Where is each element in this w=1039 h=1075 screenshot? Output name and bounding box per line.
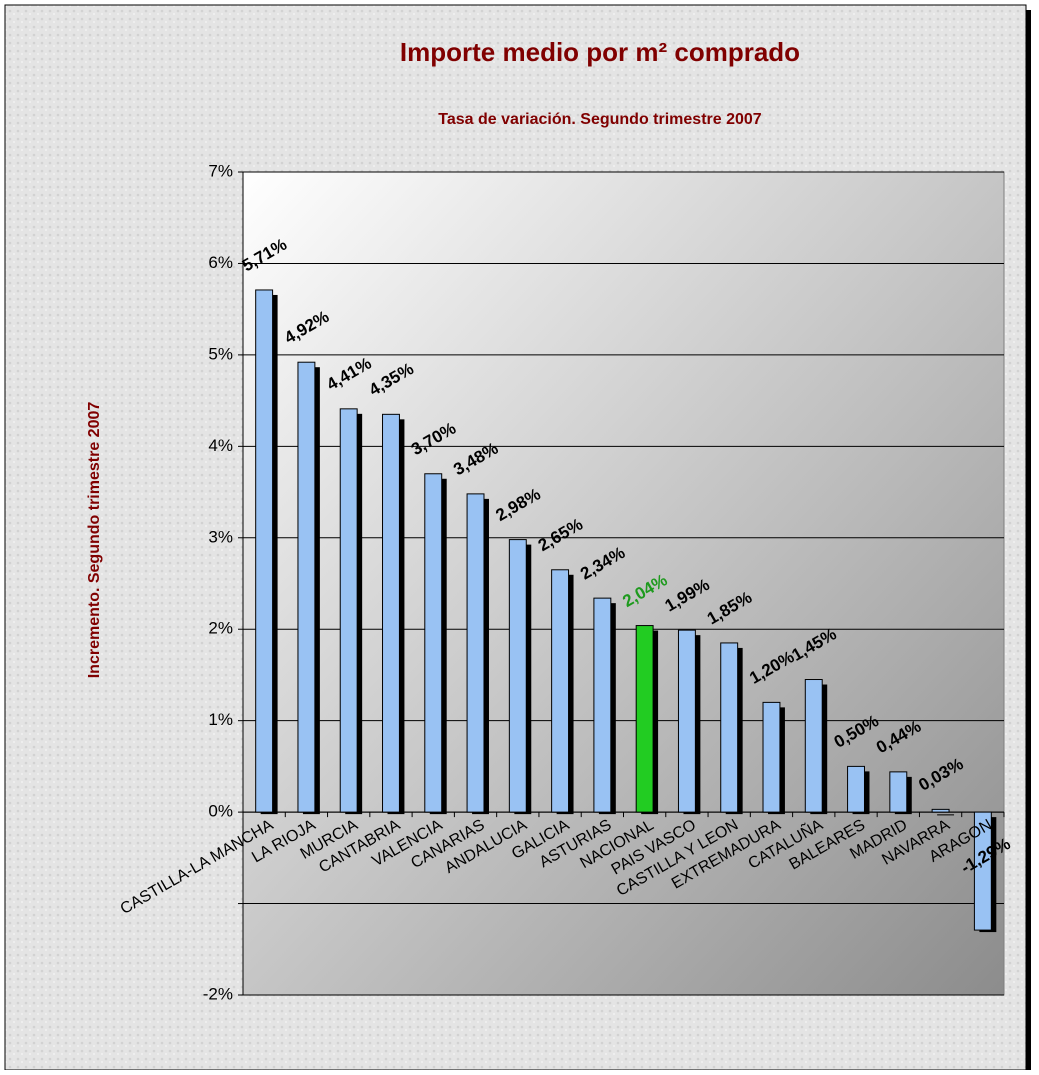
bar [297, 361, 316, 813]
bar [635, 625, 654, 813]
bar [973, 811, 992, 931]
y-axis-label: Incremento. Segundo trimestre 2007 [86, 402, 103, 679]
bar [382, 413, 400, 813]
bar-shadow [937, 814, 955, 816]
y-tick-label: 7% [208, 161, 233, 180]
bar [889, 771, 908, 813]
bar [508, 539, 527, 813]
bar [593, 597, 612, 813]
bar [804, 679, 823, 813]
bar [931, 808, 950, 813]
y-tick-label: 3% [208, 527, 233, 546]
chart-title: Importe medio por m² comprado [400, 37, 800, 67]
y-tick-label: 6% [208, 253, 233, 272]
bar [677, 629, 696, 813]
bar [255, 289, 274, 813]
y-tick-label: -2% [203, 984, 233, 1003]
y-tick-label: 1% [208, 710, 233, 729]
y-tick-label: 0% [208, 802, 233, 821]
frame-shadow [1026, 10, 1031, 1070]
bar [424, 473, 443, 813]
bar [720, 642, 739, 813]
plot-area [242, 171, 1005, 996]
bar [339, 408, 358, 813]
chart-subtitle: Tasa de variación. Segundo trimestre 200… [438, 111, 761, 128]
bar [551, 569, 570, 813]
bar [762, 701, 781, 813]
y-tick-label: 4% [208, 436, 233, 455]
y-tick-label: 5% [208, 344, 233, 363]
bar [847, 765, 865, 813]
y-tick-label: 2% [208, 619, 233, 638]
bar [466, 493, 485, 813]
